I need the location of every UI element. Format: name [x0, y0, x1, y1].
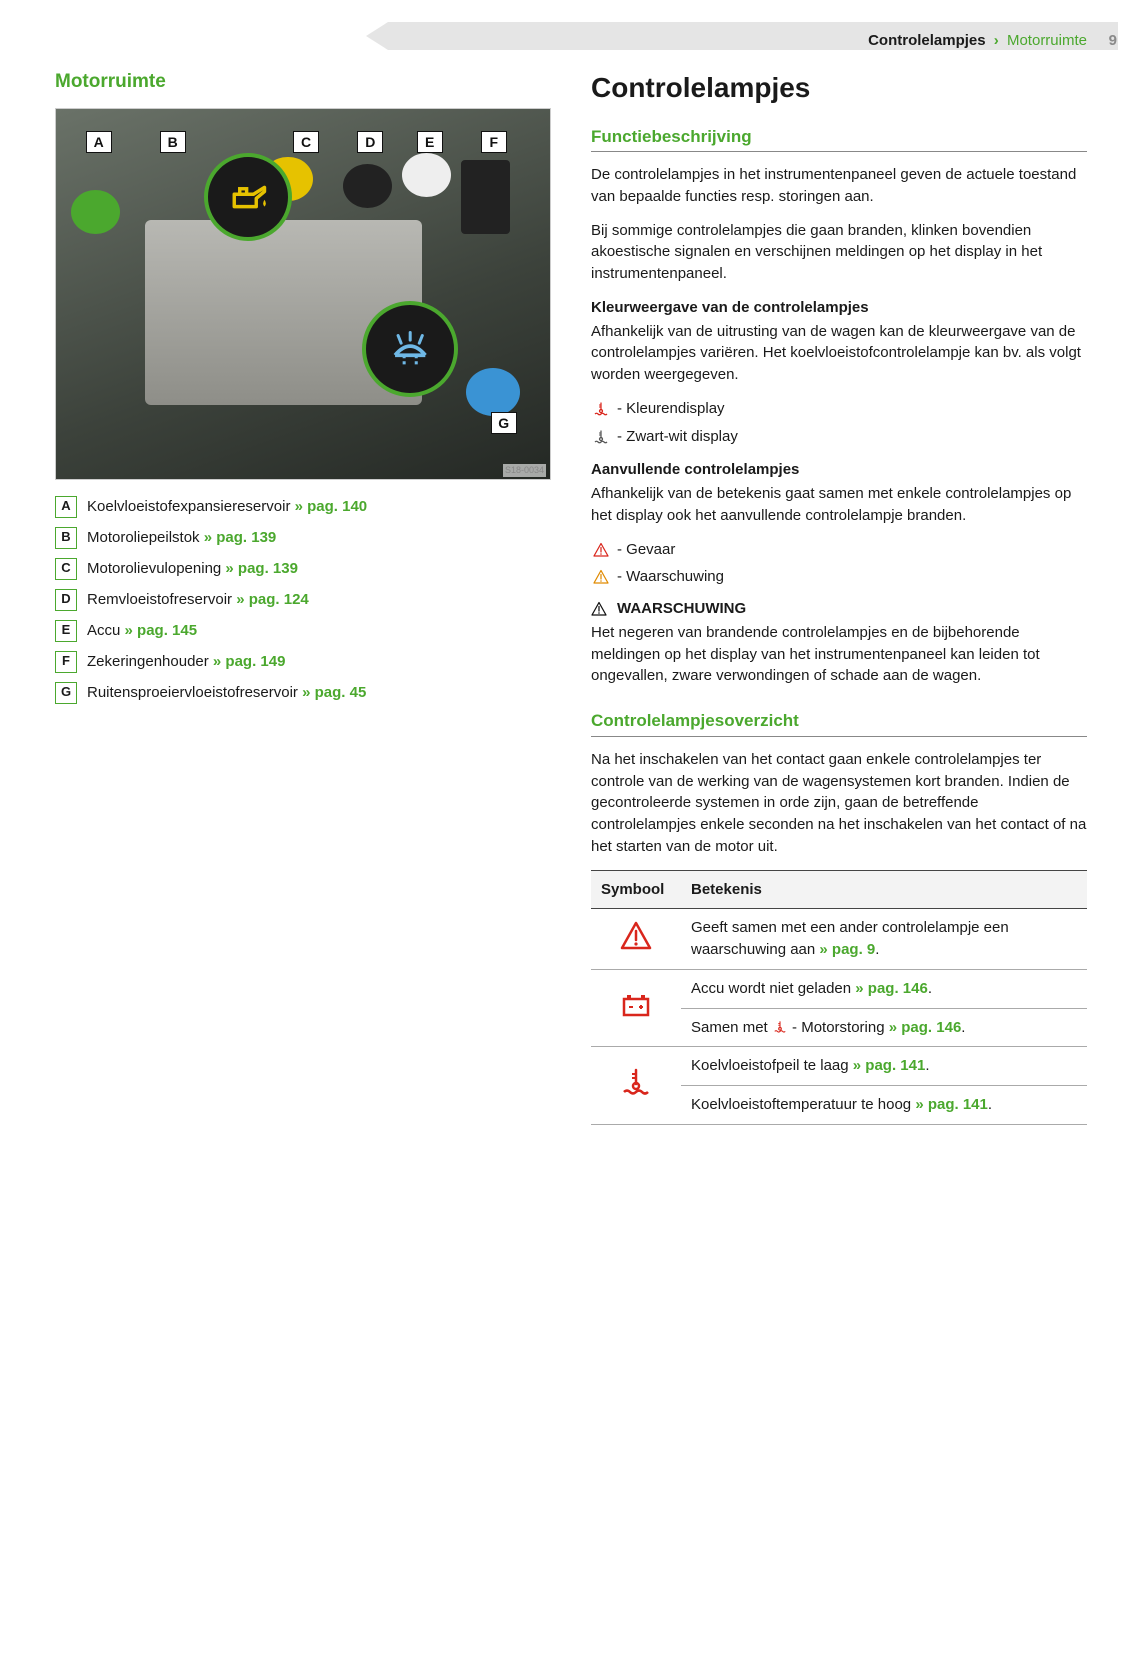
- legend-key: F: [55, 651, 77, 673]
- symbol-table: Symbool Betekenis Geeft samen met een an…: [591, 870, 1087, 1125]
- legend-item: E Accu » pag. 145: [55, 620, 551, 642]
- warning-title-text: WAARSCHUWING: [617, 598, 746, 620]
- legend-text: Zekeringenhouder » pag. 149: [87, 651, 285, 673]
- warning-body: Het negeren van brandende controlelampje…: [591, 622, 1087, 687]
- legend-text: Remvloeistofreservoir » pag. 124: [87, 589, 309, 611]
- legend-text: Accu » pag. 145: [87, 620, 197, 642]
- page-ref-link[interactable]: » pag. 45: [302, 684, 366, 701]
- para-kleur: Afhankelijk van de uitrusting van de wag…: [591, 321, 1087, 386]
- page-header: Controlelampjes › Motorruimte 9: [0, 0, 1142, 48]
- para-overview: Na het inschakelen van het contact gaan …: [591, 749, 1087, 858]
- subsection-overview: Controlelampjesoverzicht: [591, 709, 1087, 737]
- table-row: Accu wordt niet geladen » pag. 146.: [591, 969, 1087, 1008]
- figure-label-b: B: [160, 131, 186, 153]
- display-color-line: - Kleurendisplay: [591, 398, 1087, 420]
- right-column: Controlelampjes Functiebeschrijving De c…: [591, 68, 1087, 1125]
- coolant-icon: [591, 429, 611, 445]
- para-func-1: De controlelampjes in het instrumentenpa…: [591, 164, 1087, 208]
- heading-aanv: Aanvullende controlelampjes: [591, 461, 799, 478]
- figure-label-a: A: [86, 131, 112, 153]
- breadcrumb-parent: Controlelampjes: [868, 32, 986, 49]
- danger-line: - Gevaar: [591, 539, 1087, 561]
- warning-triangle-icon: [591, 569, 611, 585]
- heading-kleur: Kleurweergave van de controlelampjes: [591, 299, 869, 316]
- legend-text: Ruitensproeiervloeistofreservoir » pag. …: [87, 682, 366, 704]
- figure-credit: S18-0034: [503, 464, 546, 477]
- legend-text: Motoroliepeilstok » pag. 139: [87, 527, 276, 549]
- breadcrumb-current: Motorruimte: [1007, 32, 1087, 49]
- oil-callout-icon: [204, 153, 292, 241]
- legend-key: B: [55, 527, 77, 549]
- warn-text: - Waarschuwing: [617, 566, 724, 588]
- breadcrumb-sep: ›: [990, 32, 1003, 49]
- col-meaning: Betekenis: [681, 870, 1087, 909]
- left-column: Motorruimte A B C D E F G S18-0034: [55, 68, 551, 1125]
- figure-label-d: D: [357, 131, 383, 153]
- table-row: Koelvloeistofpeil te laag » pag. 141.: [591, 1047, 1087, 1086]
- legend-text: Motorolievulopening » pag. 139: [87, 558, 298, 580]
- figure-label-g: G: [491, 412, 517, 434]
- display-bw-line: - Zwart-wit display: [591, 426, 1087, 448]
- figure-label-f: F: [481, 131, 507, 153]
- page-ref-link[interactable]: » pag. 141: [853, 1057, 926, 1074]
- page-ref-link[interactable]: » pag. 140: [295, 498, 368, 515]
- page-ref-link[interactable]: » pag. 146: [855, 980, 928, 997]
- legend-item: B Motoroliepeilstok » pag. 139: [55, 527, 551, 549]
- legend-item: F Zekeringenhouder » pag. 149: [55, 651, 551, 673]
- engine-legend-list: A Koelvloeistofexpansiereservoir » pag. 1…: [55, 496, 551, 704]
- legend-key: D: [55, 589, 77, 611]
- page-ref-link[interactable]: » pag. 146: [889, 1019, 962, 1036]
- page-number: 9: [1109, 30, 1117, 52]
- meaning-cell: Koelvloeistofpeil te laag » pag. 141.: [681, 1047, 1087, 1086]
- warning-block: WAARSCHUWING Het negeren van brandende c…: [591, 598, 1087, 687]
- chapter-title: Controlelampjes: [591, 68, 1087, 109]
- breadcrumb: Controlelampjes › Motorruimte: [868, 30, 1087, 52]
- washer-callout-icon: [362, 301, 458, 397]
- legend-item: G Ruitensproeiervloeistofreservoir » pag.…: [55, 682, 551, 704]
- figure-label-c: C: [293, 131, 319, 153]
- header-arrow-decoration: [366, 22, 388, 50]
- display-bw-text: - Zwart-wit display: [617, 426, 738, 448]
- legend-item: D Remvloeistofreservoir » pag. 124: [55, 589, 551, 611]
- symbol-cell: [591, 909, 681, 970]
- coolant-icon: [591, 401, 611, 417]
- page-ref-link[interactable]: » pag. 149: [213, 653, 286, 670]
- page-ref-link[interactable]: » pag. 139: [204, 529, 277, 546]
- meaning-cell: Koelvloeistoftemperatuur te hoog » pag. …: [681, 1086, 1087, 1125]
- legend-key: C: [55, 558, 77, 580]
- legend-item: A Koelvloeistofexpansiereservoir » pag. 1…: [55, 496, 551, 518]
- meaning-cell: Geeft samen met een ander controlelampje…: [681, 909, 1087, 970]
- legend-text: Koelvloeistofexpansiereservoir » pag. 14…: [87, 496, 367, 518]
- engine-bay-figure: A B C D E F G S18-0034: [55, 108, 551, 480]
- page-ref-link[interactable]: » pag. 9: [819, 941, 875, 958]
- meaning-cell: Samen met - Motorstoring » pag. 146.: [681, 1008, 1087, 1047]
- page-ref-link[interactable]: » pag. 124: [236, 591, 309, 608]
- section-title-motorruimte: Motorruimte: [55, 68, 551, 96]
- para-aanv: Afhankelijk van de betekenis gaat samen …: [591, 483, 1087, 527]
- warning-triangle-icon: [591, 601, 609, 617]
- legend-key: A: [55, 496, 77, 518]
- symbol-cell: [591, 969, 681, 1047]
- meaning-cell: Accu wordt niet geladen » pag. 146.: [681, 969, 1087, 1008]
- figure-label-e: E: [417, 131, 443, 153]
- legend-key: G: [55, 682, 77, 704]
- page-ref-link[interactable]: » pag. 141: [915, 1096, 988, 1113]
- page-ref-link[interactable]: » pag. 145: [125, 622, 198, 639]
- para-func-2: Bij sommige controlelampjes die gaan bra…: [591, 220, 1087, 285]
- warn-line: - Waarschuwing: [591, 566, 1087, 588]
- legend-item: C Motorolievulopening » pag. 139: [55, 558, 551, 580]
- page-ref-link[interactable]: » pag. 139: [225, 560, 298, 577]
- danger-text: - Gevaar: [617, 539, 675, 561]
- symbol-cell: [591, 1047, 681, 1125]
- legend-key: E: [55, 620, 77, 642]
- coolant-icon: [772, 1020, 788, 1034]
- col-symbol: Symbool: [591, 870, 681, 909]
- display-color-text: - Kleurendisplay: [617, 398, 725, 420]
- warning-triangle-icon: [591, 542, 611, 558]
- table-row: Geeft samen met een ander controlelampje…: [591, 909, 1087, 970]
- subsection-func: Functiebeschrijving: [591, 125, 1087, 153]
